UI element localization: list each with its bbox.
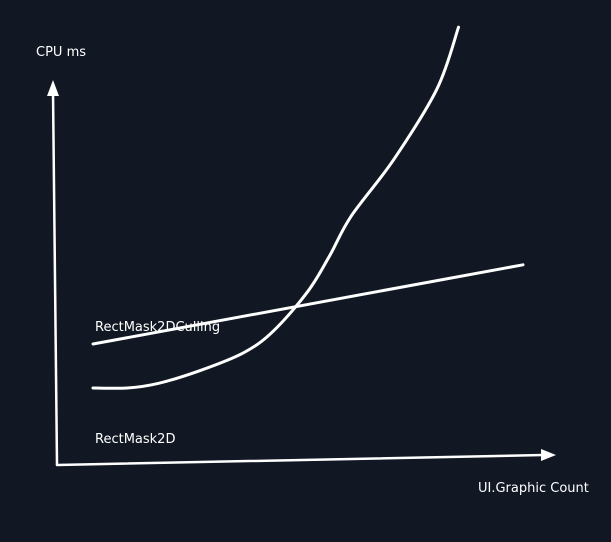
series-label-rectmask2d: RectMask2D	[95, 432, 175, 447]
series-line-rectmask2d	[91, 25, 460, 390]
series-label-rectmask2dculling: RectMask2DCulling	[95, 320, 220, 335]
y-axis-arrow-icon	[47, 80, 59, 96]
x-axis-label: UI.Graphic Count	[478, 481, 589, 496]
y-axis-label: CPU ms	[36, 45, 86, 60]
x-axis-arrow-icon	[541, 449, 556, 461]
series-line-rectmask2dculling	[91, 263, 525, 346]
y-axis	[51, 90, 59, 467]
x-axis	[55, 453, 545, 467]
